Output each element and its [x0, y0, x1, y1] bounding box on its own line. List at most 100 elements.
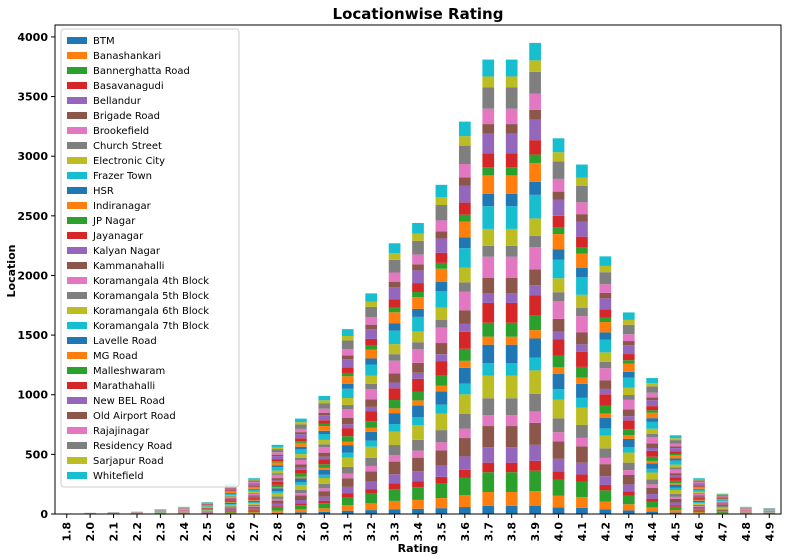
bar-segment [365, 411, 378, 422]
bar-segment [388, 281, 401, 288]
bar-segment [552, 292, 565, 302]
legend-label: Bannerghatta Road [93, 66, 190, 77]
bar-segment [201, 507, 214, 508]
bar-segment [248, 508, 260, 510]
bar-segment [599, 332, 612, 340]
bar-segment [412, 439, 424, 451]
bar-segment [341, 505, 354, 511]
bar-segment [318, 500, 331, 504]
bar-segment [341, 340, 354, 350]
bar-segment [318, 491, 331, 497]
bar-segment [271, 462, 284, 466]
bar-segment [224, 506, 237, 508]
bar-segment [412, 400, 424, 406]
x-tick-label: 3.9 [529, 522, 542, 542]
bar-segment [341, 349, 354, 356]
bar-segment [576, 366, 588, 378]
bar-segment [552, 367, 565, 375]
bar-segment [576, 316, 588, 333]
bar-segment [318, 403, 331, 409]
bar-segment [388, 400, 401, 409]
bar-segment [388, 312, 401, 324]
bar-segment [458, 414, 471, 429]
legend-label: Rajajinagar [93, 426, 150, 437]
bar-segment [576, 267, 588, 278]
bar-segment [435, 450, 448, 466]
bar-segment [435, 413, 448, 431]
bar-segment [458, 360, 471, 368]
bar-segment [482, 228, 495, 246]
bar-segment [669, 490, 682, 494]
bar-segment [716, 494, 729, 496]
bar-segment [318, 447, 331, 453]
bar-segment [341, 428, 354, 437]
bar-segment [599, 368, 612, 381]
bar-segment [365, 427, 378, 432]
bar-segment [669, 493, 682, 497]
bar-segment [365, 301, 378, 307]
bar-segment [576, 344, 588, 352]
bar-segment [365, 421, 378, 428]
bar-segment [622, 409, 635, 417]
bar-segment [693, 488, 705, 490]
bar-segment [529, 71, 541, 94]
bar-segment [505, 447, 518, 463]
bar-segment [458, 145, 471, 165]
legend-swatch [67, 187, 87, 194]
bar-segment [271, 470, 284, 474]
bar-segment [224, 496, 237, 498]
bar-segment [248, 478, 260, 480]
bar-segment [482, 256, 495, 278]
bar-segment [388, 243, 401, 254]
bar-segment [458, 291, 471, 311]
bar-segment [341, 376, 354, 384]
bar-segment [318, 459, 331, 465]
bar-segment [622, 399, 635, 410]
bar-segment [365, 399, 378, 407]
bar-segment [388, 500, 401, 510]
bar-segment [248, 491, 260, 493]
bar-segment [669, 453, 682, 456]
bar-segment [224, 510, 237, 512]
bar-segment [224, 507, 237, 509]
bar-segment [482, 206, 495, 229]
bar-segment [599, 435, 612, 449]
bar-segment [458, 202, 471, 215]
bar-segment [576, 164, 588, 178]
bar-segment [552, 479, 565, 496]
bar-segment [271, 465, 284, 468]
bar-segment [271, 473, 284, 475]
legend-swatch [67, 472, 87, 479]
bar-segment [458, 185, 471, 203]
x-tick-label: 1.8 [61, 522, 74, 542]
bar-segment [529, 505, 541, 514]
bar-segment [412, 264, 424, 271]
bar-segment [435, 319, 448, 328]
bar-segment [318, 478, 331, 484]
bar-segment [529, 295, 541, 316]
bar-segment [716, 505, 729, 507]
bar-segment [435, 220, 448, 232]
bar-segment [646, 460, 659, 464]
bar-segment [248, 483, 260, 485]
bar-segment [201, 504, 214, 505]
bar-segment [529, 393, 541, 412]
bar-segment [458, 456, 471, 470]
bar-segment [271, 452, 284, 455]
bar-segment [388, 509, 401, 514]
bar-segment [365, 406, 378, 412]
bar-segment [224, 490, 237, 492]
bar-segment [248, 502, 260, 504]
bar-segment [599, 256, 612, 266]
bar-segment [365, 345, 378, 350]
x-tick-label: 3.5 [435, 522, 448, 542]
bar-segment [576, 185, 588, 203]
x-tick-label: 3.3 [389, 522, 402, 542]
bar-segment [458, 331, 471, 349]
bar-segment [552, 399, 565, 419]
bar-segment [646, 487, 659, 495]
bar-segment [318, 474, 331, 479]
bar-segment [576, 437, 588, 447]
bar-segment [482, 76, 495, 88]
